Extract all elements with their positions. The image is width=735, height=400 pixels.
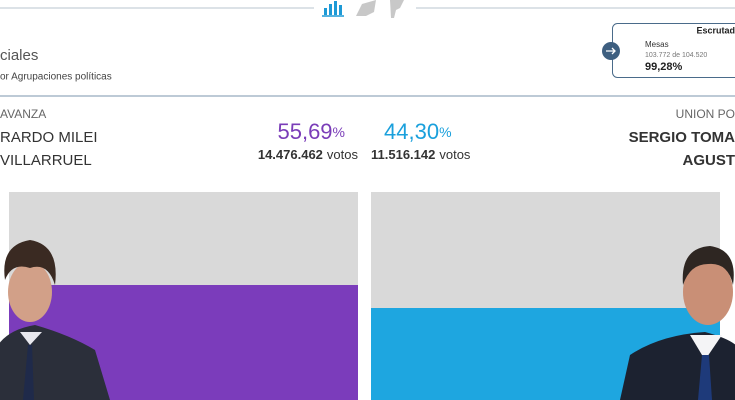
candidate-name: SERGIO TOMA [629, 129, 735, 146]
percent-value: 55,69 [277, 119, 332, 144]
scrutiny-detail: 103.772 de 104.520 [645, 52, 707, 59]
arrow-icon [606, 47, 616, 55]
scrutiny-label: Mesas [645, 40, 669, 49]
party: AVANZA [0, 107, 46, 121]
votes-value: 11.516.142 [371, 147, 435, 162]
candidate-photo [620, 246, 735, 400]
scrutiny-title: Escrutad [696, 25, 735, 35]
party: UNION PO [676, 107, 735, 121]
scrutiny-percent: 99,28% [645, 61, 683, 73]
percent-sign: % [439, 124, 451, 140]
candidate-photo [0, 240, 110, 400]
votes-unit: votos [439, 147, 471, 162]
vote-count: 11.516.142 votos [371, 147, 471, 162]
header-subtitle: or Agrupaciones políticas [0, 72, 112, 83]
percent-sign: % [333, 124, 345, 140]
candidate-name: AGUST [683, 152, 735, 169]
chart-icon[interactable] [322, 1, 344, 17]
percent-value: 44,30 [384, 119, 439, 144]
votes-value: 14.476.462 [258, 147, 323, 162]
candidate-name: RARDO MILEI [0, 129, 98, 146]
header-title: ciales [0, 47, 38, 64]
vote-percent: 44,30% [384, 119, 452, 144]
vote-percent: 55,69% [277, 119, 345, 144]
map-icon[interactable] [356, 0, 376, 16]
votes-unit: votos [327, 147, 359, 162]
country-icon[interactable] [390, 0, 404, 18]
vote-count: 14.476.462 votos [258, 147, 359, 162]
candidate-name: VILLARRUEL [0, 152, 92, 169]
